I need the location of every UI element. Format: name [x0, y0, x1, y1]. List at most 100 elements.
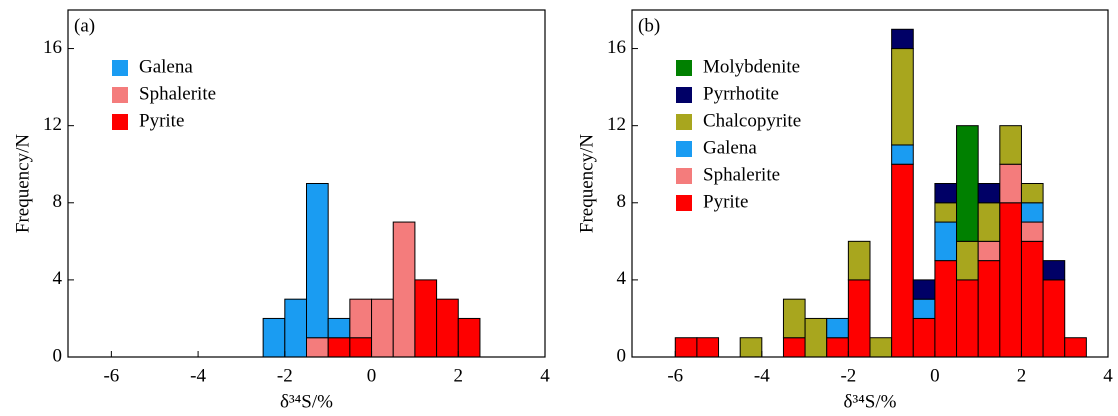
y-axis-label: Frequency/N: [576, 134, 597, 233]
x-axis-label: δ³⁴S/%: [844, 391, 897, 412]
y-tick-label: 8: [53, 191, 63, 212]
bar: [262, 317, 286, 358]
bar: [371, 298, 394, 358]
bar: [912, 298, 936, 319]
y-tick-label: 16: [43, 37, 62, 58]
bar: [436, 298, 459, 358]
legend-label: Sphalerite: [139, 83, 216, 104]
bar: [804, 317, 828, 358]
bar: [284, 298, 307, 358]
bar: [912, 279, 936, 300]
bar: [1020, 240, 1044, 358]
bar: [956, 240, 979, 281]
y-tick-label: 0: [617, 345, 627, 366]
x-tick-label: 2: [454, 365, 464, 386]
bar: [1042, 279, 1066, 358]
legend-label: Galena: [703, 137, 757, 158]
y-tick-label: 8: [617, 191, 627, 212]
bar: [847, 240, 871, 281]
bar: [999, 202, 1022, 358]
legend-label: Pyrite: [139, 110, 184, 131]
y-tick-label: 12: [607, 114, 626, 135]
bar: [327, 337, 351, 358]
bar: [956, 125, 979, 242]
legend-swatch: [676, 168, 692, 184]
legend-swatch: [676, 141, 692, 157]
legend-swatch: [112, 87, 128, 103]
x-tick-label: -2: [840, 365, 856, 386]
bar: [1020, 183, 1044, 204]
bar: [739, 337, 763, 358]
plot-frame: [631, 9, 1109, 358]
bar: [891, 144, 914, 165]
x-axis-label: δ³⁴S/%: [280, 391, 333, 412]
bar: [999, 163, 1022, 204]
y-tick-label: 12: [43, 114, 62, 135]
bar: [891, 28, 914, 50]
y-tick-label: 4: [617, 268, 627, 289]
y-tick-label: 16: [607, 37, 626, 58]
legend-swatch: [676, 60, 692, 76]
bar: [934, 260, 958, 358]
legend-swatch: [112, 114, 128, 130]
legend-label: Pyrrhotite: [703, 83, 779, 104]
legend-label: Pyrite: [703, 191, 748, 212]
bar: [1064, 337, 1087, 358]
bar: [349, 298, 373, 339]
bar: [414, 279, 438, 358]
x-tick-label: 4: [1103, 365, 1113, 386]
bar: [934, 202, 958, 223]
x-tick-label: -2: [277, 365, 293, 386]
legend-label: Galena: [139, 56, 193, 77]
bar: [306, 337, 329, 358]
bar: [956, 279, 979, 358]
bar: [306, 183, 329, 339]
bar: [392, 221, 416, 358]
bar: [934, 183, 958, 204]
legend-label: Chalcopyrite: [703, 110, 801, 131]
legend-label: Molybdenite: [703, 56, 800, 77]
bar: [1020, 202, 1044, 223]
bar: [327, 317, 351, 339]
x-tick-label: 2: [1017, 365, 1027, 386]
legend-label: Sphalerite: [703, 164, 780, 185]
legend-swatch: [676, 195, 692, 211]
bar: [891, 163, 914, 358]
bar: [696, 337, 720, 358]
bar: [847, 279, 871, 358]
bar: [912, 317, 936, 358]
x-tick-label: -4: [754, 365, 770, 386]
panel-label: (b): [638, 15, 660, 36]
bar: [782, 337, 806, 358]
bar: [349, 337, 373, 358]
legend-swatch: [676, 87, 692, 103]
x-tick-label: 4: [540, 365, 550, 386]
panel-label: (a): [74, 15, 95, 36]
bar: [977, 240, 1001, 262]
y-tick-label: 4: [53, 268, 63, 289]
bar: [826, 317, 849, 339]
bar: [869, 337, 893, 358]
legend-swatch: [112, 60, 128, 76]
plot-frame: [67, 9, 546, 358]
bar: [934, 221, 958, 262]
x-tick-label: -4: [190, 365, 206, 386]
bar: [457, 317, 481, 358]
x-tick-label: 0: [367, 365, 377, 386]
bar: [977, 202, 1001, 242]
bar: [1020, 221, 1044, 242]
y-axis-label: Frequency/N: [12, 134, 33, 233]
bar: [999, 125, 1022, 165]
bar: [674, 337, 698, 358]
bar: [891, 48, 914, 146]
x-tick-label: -6: [103, 365, 119, 386]
legend-swatch: [676, 114, 692, 130]
x-tick-label: -6: [667, 365, 683, 386]
bar: [1042, 260, 1066, 281]
bar: [977, 183, 1001, 204]
bar: [826, 337, 849, 358]
bar: [977, 260, 1001, 358]
x-tick-label: 0: [930, 365, 940, 386]
